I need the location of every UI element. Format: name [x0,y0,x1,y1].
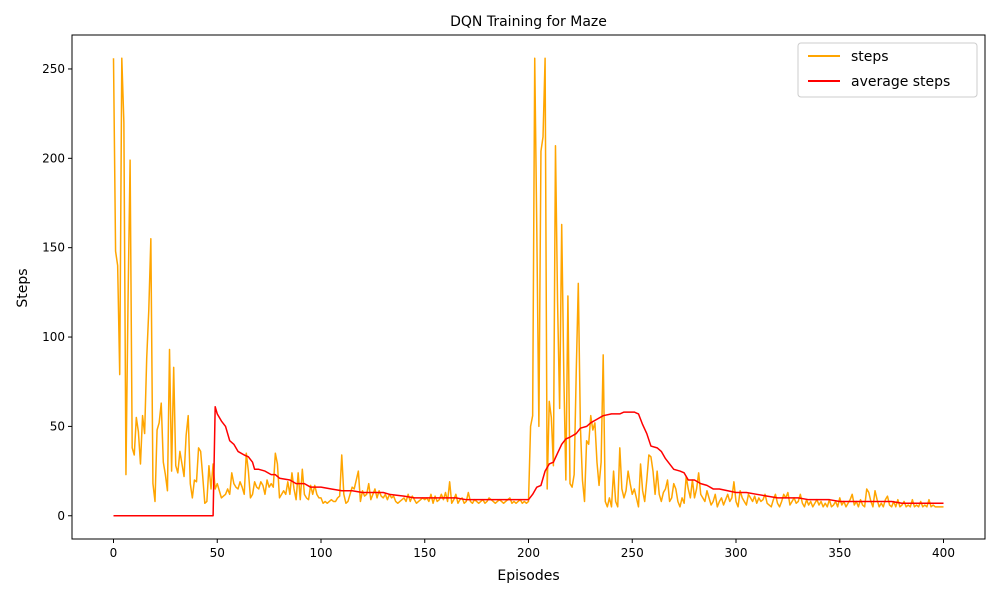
y-tick-label: 150 [42,241,65,255]
x-tick-label: 0 [110,546,118,560]
series-layer [112,57,944,517]
x-axis-label: Episodes [497,568,559,584]
y-tick-label: 250 [42,62,65,76]
x-tick-label: 350 [828,546,851,560]
x-tick-label: 100 [310,546,333,560]
legend-frame [797,42,978,98]
series-line-steps [112,57,944,508]
x-tick-label: 150 [413,546,436,560]
x-tick-label: 250 [621,546,644,560]
x-tick-label: 300 [725,546,748,560]
y-tick-label: 0 [57,509,65,523]
legend-label-steps: steps [851,49,889,65]
series-line-average-steps [113,405,944,517]
plot-area [71,34,986,540]
x-tick-label: 50 [210,546,225,560]
legend-label-average-steps: average steps [851,74,950,90]
y-axis-label: Steps [15,268,31,307]
chart-title: DQN Training for Maze [450,14,607,30]
legend: steps average steps [797,42,978,98]
x-tick-label: 200 [517,546,540,560]
y-axis: 0 50 100 150 200 250 [42,62,72,523]
plot-frame [71,34,986,540]
x-tick-label: 400 [932,546,955,560]
y-tick-label: 50 [50,419,65,433]
x-axis: 0 50 100 150 200 250 300 350 400 [110,539,955,560]
y-tick-label: 100 [42,330,65,344]
y-tick-label: 200 [42,151,65,165]
